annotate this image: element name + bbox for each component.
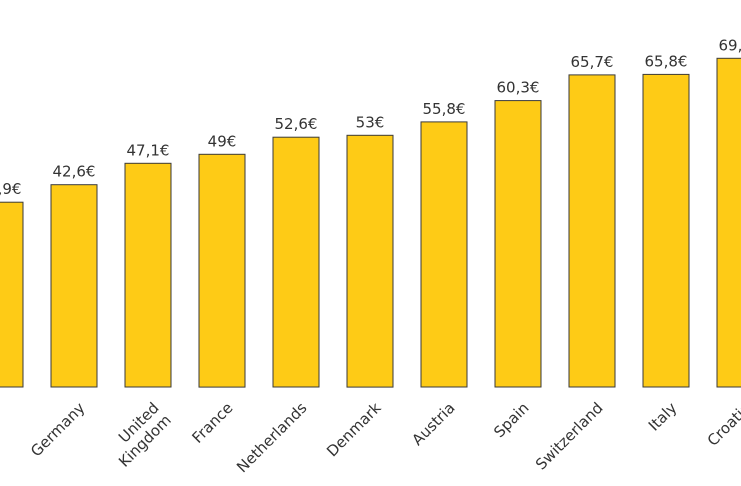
- data-label-8: 65,7€: [571, 53, 614, 71]
- category-label-2: UnitedKingdom: [103, 399, 175, 471]
- bar-5: [346, 134, 394, 388]
- bar-3: [198, 153, 246, 388]
- tick-label-8: Switzerland: [532, 399, 607, 474]
- tick-label-2: UnitedKingdom: [103, 399, 175, 471]
- tick-label-3: France: [189, 399, 237, 447]
- bar-2: [124, 162, 172, 388]
- data-label-4: 52,6€: [275, 115, 318, 133]
- bar-7: [494, 100, 542, 388]
- bar-6: [420, 121, 468, 388]
- category-label-5: Denmark: [323, 399, 385, 461]
- bar-4: [272, 136, 320, 388]
- data-label-2: 47,1€: [127, 141, 170, 159]
- tick-label-line: Germany: [27, 399, 89, 461]
- bar-10: [716, 57, 741, 388]
- category-label-9: Italy: [645, 399, 681, 435]
- category-label-1: Germany: [27, 399, 89, 461]
- bar-8: [568, 74, 616, 388]
- tick-label-line: Spain: [490, 399, 532, 441]
- bar-1: [50, 184, 98, 388]
- category-label-10: Croatia: [704, 399, 741, 450]
- tick-label-7: Spain: [490, 399, 532, 441]
- category-label-6: Austria: [408, 399, 458, 449]
- tick-label-line: Denmark: [323, 399, 385, 461]
- data-label-5: 53€: [356, 113, 385, 131]
- category-label-8: Switzerland: [532, 399, 607, 474]
- bar-0: [0, 201, 24, 388]
- tick-label-line: Italy: [645, 399, 681, 435]
- category-label-4: Netherlands: [233, 399, 311, 477]
- tick-label-line: Austria: [408, 399, 458, 449]
- data-label-3: 49€: [208, 132, 237, 150]
- tick-label-9: Italy: [645, 399, 681, 435]
- tick-label-1: Germany: [27, 399, 89, 461]
- category-label-3: France: [189, 399, 237, 447]
- tick-label-5: Denmark: [323, 399, 385, 461]
- data-label-7: 60,3€: [497, 79, 540, 97]
- data-label-6: 55,8€: [423, 100, 466, 118]
- tick-label-line: Croatia: [704, 399, 741, 450]
- category-label-7: Spain: [490, 399, 532, 441]
- tick-label-line: Netherlands: [233, 399, 311, 477]
- data-label-1: 42,6€: [53, 163, 96, 181]
- tick-label-6: Austria: [408, 399, 458, 449]
- tick-label-10: Croatia: [704, 399, 741, 450]
- tick-label-line: Switzerland: [532, 399, 607, 474]
- bar-9: [642, 73, 690, 388]
- tick-label-4: Netherlands: [233, 399, 311, 477]
- data-label-10: 69,2€: [719, 36, 741, 54]
- data-label-9: 65,8€: [645, 52, 688, 70]
- data-label-0: 38,9€: [0, 180, 21, 198]
- tick-label-line: France: [189, 399, 237, 447]
